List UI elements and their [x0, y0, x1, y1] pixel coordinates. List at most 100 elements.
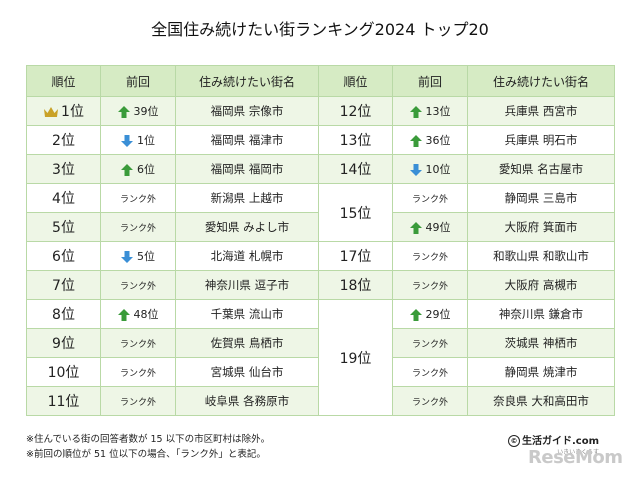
rank: 19位: [339, 350, 372, 367]
previous-rank-cell: ランク外: [100, 357, 176, 387]
table-header-row: 順位 前回 住み続けたい街名 順位 前回 住み続けたい街名: [26, 65, 615, 97]
header-city-right: 住み続けたい街名: [467, 65, 615, 97]
previous-rank-cell: ランク外: [392, 241, 468, 271]
city-name: 岐阜県 各務原市: [175, 386, 319, 416]
table-row: 1位 39位 福岡県 宗像市 12位 13位 兵庫県 西宮市: [26, 96, 615, 126]
city-name: 宮城県 仙台市: [175, 357, 319, 387]
rank: 11位: [47, 394, 80, 410]
previous-rank-cell: 36位: [392, 125, 468, 155]
previous-rank: ランク外: [411, 194, 448, 205]
previous-rank: ランク外: [119, 223, 156, 234]
previous-rank-cell: 29位: [392, 299, 468, 329]
city-name: 神奈川県 逗子市: [175, 270, 319, 300]
city-name: 兵庫県 西宮市: [467, 96, 615, 126]
previous-rank-cell: 13位: [392, 96, 468, 126]
rank: 14位: [339, 162, 372, 178]
previous-rank: ランク外: [411, 339, 448, 350]
rank: 9位: [52, 336, 75, 352]
city-name: 奈良県 大和高田市: [467, 386, 615, 416]
table-row: 6位 5位 北海道 札幌市 17位 ランク外 和歌山県 和歌山市: [26, 241, 615, 271]
table-row: 5位 ランク外 愛知県 みよし市 49位 大阪府 箕面市: [26, 212, 615, 242]
rank-cell: 1位: [26, 96, 101, 126]
previous-rank: 39位: [133, 105, 159, 118]
previous-rank: 49位: [425, 221, 451, 234]
rank-cell: 3位: [26, 154, 101, 184]
city-name: 北海道 札幌市: [175, 241, 319, 271]
rank: 2位: [52, 133, 75, 149]
rank: 8位: [52, 307, 75, 323]
ranking-table: 順位 前回 住み続けたい街名 順位 前回 住み続けたい街名 1位 39位 福岡県 宗…: [26, 65, 615, 416]
rank: 10位: [47, 365, 80, 381]
header-city-left: 住み続けたい街名: [175, 65, 319, 97]
rank-cell: 8位: [26, 299, 101, 329]
previous-rank: 29位: [425, 308, 451, 321]
city-name: 大阪府 高槻市: [467, 270, 615, 300]
rank-cell: 18位: [318, 270, 393, 300]
arrow-up-icon: [409, 309, 422, 321]
rank: 6位: [52, 249, 75, 265]
arrow-down-icon: [121, 251, 133, 263]
previous-rank: 5位: [137, 250, 155, 263]
rank: 18位: [339, 278, 372, 294]
table-row: 11位 ランク外 岐阜県 各務原市 ランク外 奈良県 大和高田市: [26, 386, 615, 416]
rank: 17位: [339, 249, 372, 265]
crown-icon: [44, 107, 59, 117]
page-title: 全国住み続けたい街ランキング2024 トップ20: [151, 20, 489, 39]
rank-cell: 11位: [26, 386, 101, 416]
arrow-down-icon: [409, 164, 422, 176]
previous-rank-cell: ランク外: [392, 328, 468, 358]
table-row: 9位 ランク外 佐賀県 鳥栖市 ランク外 茨城県 神栖市: [26, 328, 615, 358]
rank-cell: 6位: [26, 241, 101, 271]
previous-rank-cell: 48位: [100, 299, 176, 329]
previous-rank: ランク外: [411, 397, 448, 408]
rank-cell: 2位: [26, 125, 101, 155]
table-row: 4位 ランク外 新潟県 上越市 15位 ランク外 静岡県 三島市: [26, 183, 615, 242]
city-name: 佐賀県 鳥栖市: [175, 328, 319, 358]
previous-rank-cell: ランク外: [100, 270, 176, 300]
city-name: 和歌山県 和歌山市: [467, 241, 615, 271]
previous-rank-cell: ランク外: [392, 270, 468, 300]
city-name: 福岡県 宗像市: [175, 96, 319, 126]
city-name: 兵庫県 明石市: [467, 125, 615, 155]
arrow-up-icon: [409, 135, 422, 147]
previous-rank: ランク外: [119, 397, 156, 408]
previous-rank-cell: 10位: [392, 154, 468, 184]
header-rank-right: 順位: [318, 65, 393, 97]
table-row: 7位 ランク外 神奈川県 逗子市 18位 ランク外 大阪府 高槻市: [26, 270, 615, 300]
previous-rank-cell: ランク外: [100, 183, 176, 213]
header-rank-left: 順位: [26, 65, 101, 97]
footnotes: ※住んでいる街の回答者数が 15 以下の市区町村は除外。 ※前回の順位が 51 …: [26, 432, 270, 462]
rank-cell: 9位: [26, 328, 101, 358]
rank-cell: 4位: [26, 183, 101, 213]
previous-rank-cell: 39位: [100, 96, 176, 126]
previous-rank: 36位: [425, 134, 451, 147]
previous-rank: ランク外: [119, 368, 156, 379]
rank-cell: 5位: [26, 212, 101, 242]
previous-rank: 1位: [137, 134, 155, 147]
rank: 13位: [339, 133, 372, 149]
city-name: 大阪府 箕面市: [467, 212, 615, 242]
arrow-up-icon: [117, 309, 130, 321]
table-row: 10位 ランク外 宮城県 仙台市 ランク外 静岡県 焼津市: [26, 357, 615, 387]
previous-rank: ランク外: [411, 281, 448, 292]
previous-rank: ランク外: [411, 252, 448, 263]
table-row: 8位 48位 千葉県 流山市 19位 29位 神奈川県 鎌倉市: [26, 299, 615, 416]
city-name: 愛知県 名古屋市: [467, 154, 615, 184]
previous-rank: ランク外: [119, 281, 156, 292]
table-row: 3位 6位 福岡県 福岡市 14位 10位 愛知県 名古屋市: [26, 154, 615, 184]
rank: 12位: [339, 104, 372, 120]
rank: 15位: [339, 205, 372, 222]
arrow-up-icon: [117, 106, 130, 118]
rank: 1位: [61, 104, 84, 120]
rank: 4位: [52, 191, 75, 207]
rank: 7位: [52, 278, 75, 294]
city-name: 福岡県 福津市: [175, 125, 319, 155]
previous-rank-cell: 49位: [392, 212, 468, 242]
arrow-up-icon: [409, 106, 422, 118]
footnote: ※住んでいる街の回答者数が 15 以下の市区町村は除外。: [26, 434, 271, 445]
previous-rank-cell: 1位: [100, 125, 176, 155]
previous-rank-cell: 6位: [100, 154, 176, 184]
arrow-up-icon: [121, 164, 133, 176]
previous-rank: 13位: [425, 105, 451, 118]
previous-rank-cell: ランク外: [392, 357, 468, 387]
